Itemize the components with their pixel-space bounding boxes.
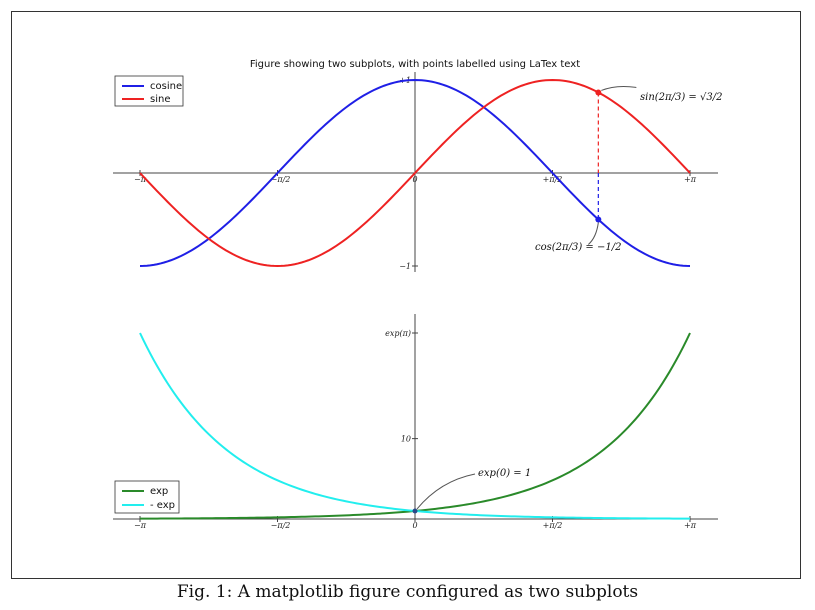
legend-label-sine: sine <box>150 94 170 105</box>
sine-annotation-label: sin(2π/3) = √3/2 <box>640 92 722 103</box>
top-x-tick-label: 0 <box>412 175 417 184</box>
figure-caption: Fig. 1: A matplotlib figure configured a… <box>176 582 639 602</box>
bot-x-tick-label: +π <box>684 521 697 530</box>
figure-frame <box>11 11 801 579</box>
bot-y-tick-label: 10 <box>401 435 411 444</box>
bot-x-tick-label: −π/2 <box>271 521 291 530</box>
bot-x-tick-label: +π/2 <box>543 521 563 530</box>
bottom-y-ticks: exp(π) 10 <box>385 329 418 444</box>
legend-label-neg-exp: - exp <box>150 500 175 511</box>
cosine-annotation-point <box>595 216 602 223</box>
top-subplot: Figure showing two subplots, with points… <box>113 59 722 272</box>
top-x-tick-label: −π/2 <box>271 175 291 184</box>
bot-x-tick-label: 0 <box>412 521 417 530</box>
bottom-legend-box <box>114 480 180 514</box>
cosine-annotation-arrow <box>587 222 599 245</box>
exp-annotation-point <box>412 508 418 514</box>
top-x-tick-label: −π <box>134 175 147 184</box>
top-legend: cosine sine <box>114 75 184 107</box>
cosine-annotation-label: cos(2π/3) = −1/2 <box>535 242 621 253</box>
legend-label-cosine: cosine <box>150 81 182 92</box>
bottom-subplot: −π −π/2 0 +π/2 +π exp(π) 10 exp(0) = 1 exp - … <box>113 314 718 530</box>
legend-label-exp: exp <box>150 486 168 497</box>
bot-x-tick-label: −π <box>134 521 147 530</box>
top-x-tick-label: +π/2 <box>543 175 563 184</box>
top-legend-box <box>114 75 184 107</box>
bot-y-tick-label: exp(π) <box>385 329 411 338</box>
top-y-tick-label: −1 <box>399 262 411 271</box>
top-x-tick-label: +π <box>684 175 697 184</box>
sine-annotation-arrow <box>601 85 637 91</box>
figure-svg: Figure showing two subplots, with points… <box>113 59 722 530</box>
exp-annotation-label: exp(0) = 1 <box>478 468 531 479</box>
exp-annotation-arrow <box>416 473 476 510</box>
top-subplot-title: Figure showing two subplots, with points… <box>250 59 580 70</box>
sine-annotation-point <box>595 89 602 96</box>
bottom-legend: exp - exp <box>114 480 180 514</box>
